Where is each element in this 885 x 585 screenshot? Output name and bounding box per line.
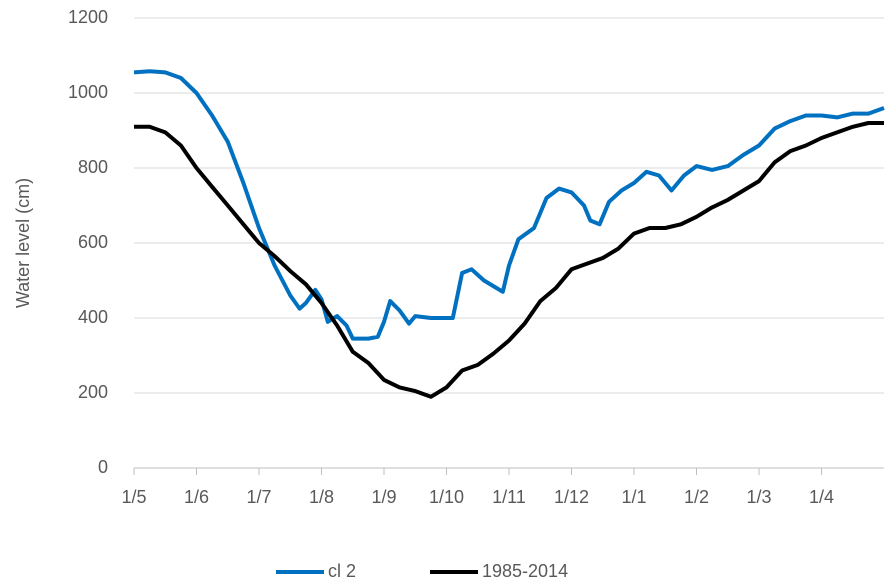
series-line [134, 121, 884, 399]
x-tick-label: 1/1 [621, 487, 646, 507]
legend-label: cl 2 [328, 561, 356, 581]
x-tick-label: 1/5 [121, 487, 146, 507]
x-tick-label: 1/3 [746, 487, 771, 507]
y-tick-label: 0 [98, 457, 108, 477]
x-tick-label: 1/6 [184, 487, 209, 507]
legend-label: 1985-2014 [482, 561, 568, 581]
x-tick-label: 1/9 [371, 487, 396, 507]
y-tick-label: 200 [78, 382, 108, 402]
x-tick-label: 1/4 [809, 487, 834, 507]
x-tick-label: 1/12 [554, 487, 589, 507]
x-tick-label: 1/7 [246, 487, 271, 507]
y-tick-label: 1200 [68, 7, 108, 27]
y-tick-label: 600 [78, 232, 108, 252]
x-tick-label: 1/2 [684, 487, 709, 507]
y-axis-label: Water level (cm) [13, 178, 33, 308]
y-tick-label: 800 [78, 157, 108, 177]
y-tick-label: 400 [78, 307, 108, 327]
x-tick-label: 1/8 [309, 487, 334, 507]
x-tick-label: 1/10 [429, 487, 464, 507]
y-tick-label: 1000 [68, 82, 108, 102]
series-line [133, 69, 885, 341]
x-tick-label: 1/11 [492, 487, 526, 507]
